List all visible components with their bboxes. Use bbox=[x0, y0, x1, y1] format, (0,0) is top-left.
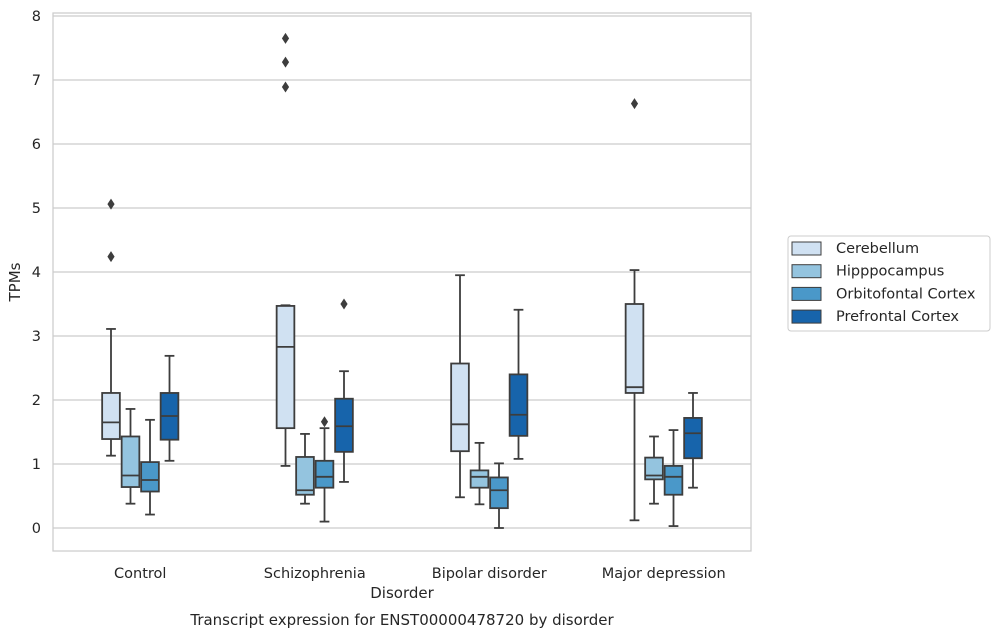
box bbox=[450, 274, 470, 499]
outlier-point bbox=[281, 32, 290, 44]
x-tick-label: Bipolar disorder bbox=[432, 566, 547, 582]
x-tick-label: Major depression bbox=[602, 566, 726, 582]
x-tick-label: Control bbox=[114, 566, 166, 582]
outlier-point bbox=[281, 81, 290, 93]
box bbox=[314, 416, 335, 523]
box-iqr bbox=[295, 456, 315, 496]
box-series bbox=[101, 32, 703, 529]
box bbox=[275, 32, 296, 467]
legend: Cerebellum Hipppocampus Orbitofontal Corte… bbox=[787, 235, 991, 332]
box-iqr bbox=[624, 303, 645, 394]
box-iqr bbox=[101, 392, 121, 440]
x-axis-title: Disorder bbox=[370, 584, 434, 602]
outlier-point bbox=[281, 56, 290, 68]
box-iqr bbox=[489, 476, 509, 510]
y-tick-label: 0 bbox=[32, 521, 41, 537]
box-iqr bbox=[469, 469, 490, 489]
legend-swatch bbox=[791, 264, 822, 279]
plot-frame bbox=[52, 12, 752, 552]
box-iqr bbox=[644, 456, 664, 481]
y-tick-label: 7 bbox=[32, 73, 41, 89]
y-tick-label: 5 bbox=[32, 201, 41, 217]
box bbox=[683, 392, 703, 489]
box-iqr bbox=[140, 461, 160, 493]
outlier-point bbox=[320, 416, 329, 428]
legend-label: Cerebellum bbox=[836, 241, 919, 257]
legend-label: Prefrontal Cortex bbox=[836, 309, 959, 325]
box-iqr bbox=[450, 362, 470, 453]
box-iqr bbox=[275, 305, 296, 430]
y-tick-label: 8 bbox=[32, 9, 41, 25]
legend-swatch bbox=[791, 309, 822, 324]
box bbox=[663, 429, 684, 527]
x-tick-labels: Control Schizophrenia Bipolar disorder Majo… bbox=[114, 566, 726, 582]
box bbox=[101, 198, 121, 457]
box-iqr bbox=[334, 397, 354, 453]
chart-caption: Transcript expression for ENST0000047872… bbox=[189, 611, 614, 629]
outlier-point bbox=[107, 251, 115, 263]
box bbox=[159, 354, 180, 462]
legend-items: Cerebellum Hipppocampus Orbitofontal Corte… bbox=[791, 241, 976, 325]
x-tick-label: Schizophrenia bbox=[264, 566, 366, 582]
box-iqr bbox=[663, 465, 684, 496]
box bbox=[334, 298, 354, 483]
y-tick-label: 3 bbox=[32, 329, 41, 345]
legend-label: Hipppocampus bbox=[836, 264, 944, 280]
box bbox=[469, 441, 490, 506]
box bbox=[508, 308, 529, 460]
box-iqr bbox=[314, 459, 335, 489]
box bbox=[489, 462, 509, 529]
outlier-point bbox=[630, 98, 639, 110]
y-tick-label: 2 bbox=[32, 393, 41, 409]
box bbox=[624, 98, 645, 522]
y-tick-labels: 0 1 2 3 4 5 6 7 8 bbox=[32, 9, 41, 537]
outlier-point bbox=[340, 298, 348, 310]
legend-swatch bbox=[791, 241, 822, 256]
legend-frame bbox=[787, 235, 991, 332]
box bbox=[295, 433, 315, 505]
legend-label: Orbitofontal Cortex bbox=[836, 286, 976, 302]
y-tick-label: 4 bbox=[32, 265, 41, 281]
box bbox=[644, 435, 664, 505]
gridlines bbox=[53, 15, 751, 529]
box-iqr bbox=[683, 417, 703, 460]
y-tick-label: 1 bbox=[32, 457, 41, 473]
outlier-point bbox=[107, 198, 115, 210]
box bbox=[140, 418, 160, 516]
box-iqr bbox=[508, 373, 529, 437]
box-iqr bbox=[120, 435, 141, 488]
y-tick-label: 6 bbox=[32, 137, 41, 153]
box bbox=[120, 408, 141, 505]
y-axis-title: TPMs bbox=[6, 262, 24, 302]
legend-swatch bbox=[791, 286, 822, 301]
